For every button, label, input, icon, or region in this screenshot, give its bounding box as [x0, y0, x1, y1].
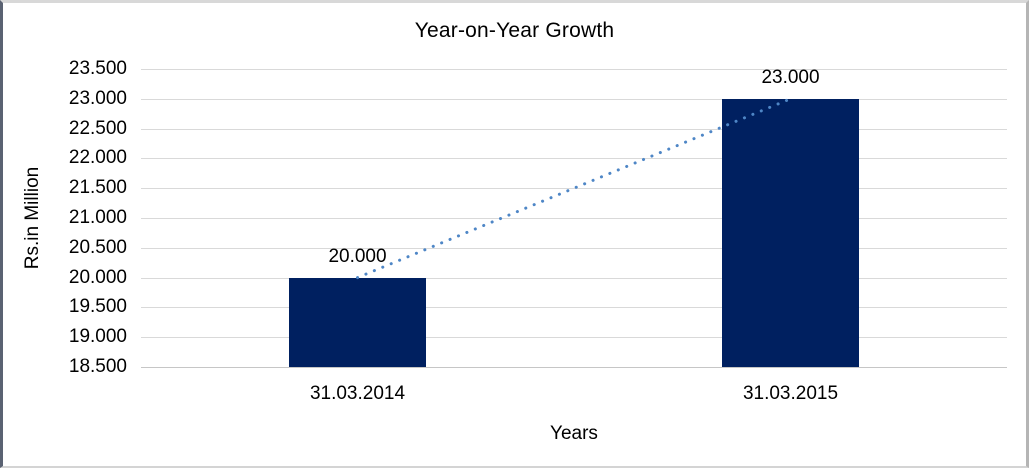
gridline	[141, 128, 1007, 130]
bar-data-label: 20.000	[328, 245, 387, 267]
gridline	[141, 158, 1007, 160]
y-tick-label: 21.500	[68, 177, 127, 199]
x-axis-title: Years	[550, 423, 598, 444]
y-tick-label: 23.500	[68, 58, 127, 79]
gridline	[141, 188, 1007, 190]
gridline	[141, 69, 1007, 70]
gridline	[141, 307, 1007, 309]
y-tick-label: 18.500	[68, 356, 127, 377]
y-tick-label: 19.000	[68, 326, 127, 348]
y-tick-label: 20.000	[68, 266, 127, 288]
bar-data-label: 23.000	[761, 66, 820, 88]
y-tick-label: 20.500	[68, 236, 127, 258]
bar[interactable]	[289, 277, 426, 367]
y-tick-label: 19.500	[68, 296, 127, 318]
bar[interactable]	[722, 98, 859, 367]
y-tick-label: 22.000	[68, 147, 127, 169]
x-tick-label: 31.03.2014	[309, 383, 406, 404]
x-tick-label: 31.03.2015	[742, 383, 839, 404]
y-tick-label: 21.000	[68, 207, 127, 228]
gridline	[141, 337, 1007, 339]
gridline	[141, 277, 1007, 279]
x-axis-line	[141, 367, 1007, 368]
y-tick-label: 23.000	[68, 87, 127, 109]
gridline	[141, 218, 1007, 219]
gridline	[141, 98, 1007, 100]
chart-title: Year-on-Year Growth	[414, 19, 615, 42]
y-tick-label: 22.500	[68, 117, 127, 139]
